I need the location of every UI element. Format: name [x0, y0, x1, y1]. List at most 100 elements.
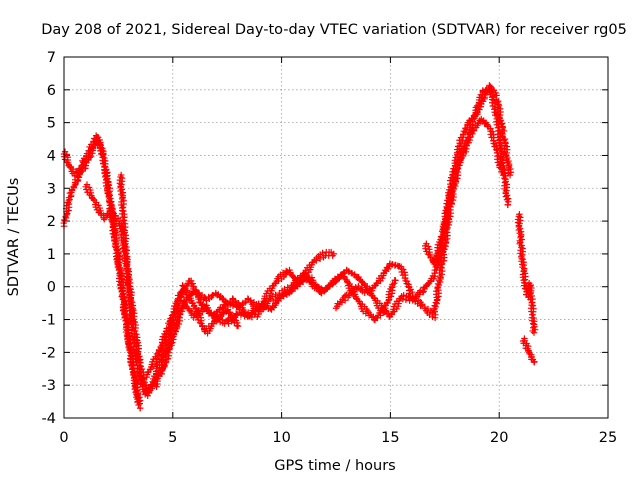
data-point	[116, 270, 123, 277]
data-point	[437, 249, 445, 257]
chart-title: Day 208 of 2021, Sidereal Day-to-day VTE…	[41, 22, 627, 38]
data-point	[507, 169, 515, 176]
data-point	[387, 293, 395, 300]
data-point	[234, 322, 242, 330]
data-point	[155, 349, 162, 357]
data-point	[402, 277, 409, 284]
data-point	[530, 308, 537, 315]
data-point	[93, 135, 100, 142]
data-point	[209, 320, 217, 327]
y-tick-label: 1	[47, 247, 56, 263]
data-point	[531, 326, 539, 333]
x-tick-label: 5	[168, 430, 177, 446]
data-point	[516, 211, 523, 218]
data-point	[105, 182, 113, 189]
data-point	[124, 284, 131, 292]
data-point	[78, 162, 85, 169]
data-point	[338, 299, 346, 306]
data-point	[118, 210, 126, 218]
data-point	[164, 355, 172, 362]
data-point	[484, 86, 491, 94]
data-point	[64, 159, 72, 167]
data-point	[177, 308, 184, 315]
data-point	[340, 269, 347, 276]
data-point	[112, 229, 119, 236]
data-point	[167, 315, 174, 322]
data-point	[136, 404, 144, 412]
data-point	[166, 343, 173, 350]
data-point	[441, 227, 448, 235]
data-point	[495, 152, 502, 159]
data-points	[60, 82, 539, 412]
data-point	[129, 336, 137, 343]
data-point	[399, 295, 407, 303]
y-tick-label: -4	[42, 411, 56, 427]
data-point	[281, 285, 288, 293]
data-point	[406, 290, 413, 297]
y-tick-label: 5	[47, 116, 56, 132]
data-point	[286, 286, 294, 294]
x-tick-label: 20	[490, 430, 508, 446]
data-point	[120, 294, 127, 302]
data-point	[133, 393, 140, 401]
data-point	[64, 210, 71, 217]
data-point	[117, 273, 124, 280]
y-tick-label: 7	[47, 50, 56, 66]
data-point	[121, 247, 129, 254]
data-point	[518, 257, 525, 265]
data-point	[127, 348, 134, 356]
data-point	[120, 200, 127, 208]
data-point	[446, 198, 454, 206]
data-point	[528, 317, 536, 324]
data-point	[123, 265, 130, 272]
data-point	[100, 160, 107, 167]
data-point	[165, 346, 173, 353]
data-point	[309, 258, 317, 266]
data-point	[525, 348, 532, 355]
data-point	[438, 261, 445, 268]
y-axis-label: SDTVAR / TECUs	[6, 178, 22, 297]
data-point	[198, 320, 205, 327]
data-point	[496, 118, 504, 125]
plot-frame	[63, 56, 609, 419]
data-point	[467, 128, 475, 136]
data-point	[68, 189, 75, 196]
data-point	[189, 300, 196, 307]
data-point	[492, 96, 500, 103]
data-point	[444, 205, 451, 212]
data-point	[175, 320, 183, 328]
data-point	[119, 213, 126, 221]
x-tick-label: 10	[272, 430, 290, 446]
data-point	[158, 367, 166, 375]
y-tick-label: 4	[47, 148, 56, 164]
data-point	[391, 276, 398, 284]
data-point	[453, 166, 460, 174]
data-point	[495, 102, 503, 109]
data-point	[125, 287, 132, 295]
data-point	[502, 178, 510, 185]
data-point	[519, 263, 526, 271]
data-point	[124, 268, 132, 275]
data-point	[71, 172, 78, 179]
data-point	[385, 310, 392, 317]
series-track-4	[116, 171, 338, 399]
data-point	[126, 345, 133, 353]
data-point	[434, 280, 442, 288]
data-point	[518, 242, 525, 249]
x-tick-label: 0	[59, 430, 68, 446]
data-point	[117, 171, 125, 179]
data-point	[434, 256, 442, 263]
data-point	[226, 301, 234, 309]
data-point	[454, 161, 462, 168]
data-point	[431, 254, 439, 262]
data-point	[161, 337, 168, 344]
data-point	[341, 292, 349, 300]
data-point	[216, 315, 223, 323]
data-point	[85, 184, 93, 191]
data-point	[124, 320, 131, 327]
y-tick-labels: -4 -3 -2 -1 0 1 2 3 4 5 6 7	[42, 50, 56, 427]
data-point	[348, 269, 355, 277]
data-point	[156, 356, 164, 363]
